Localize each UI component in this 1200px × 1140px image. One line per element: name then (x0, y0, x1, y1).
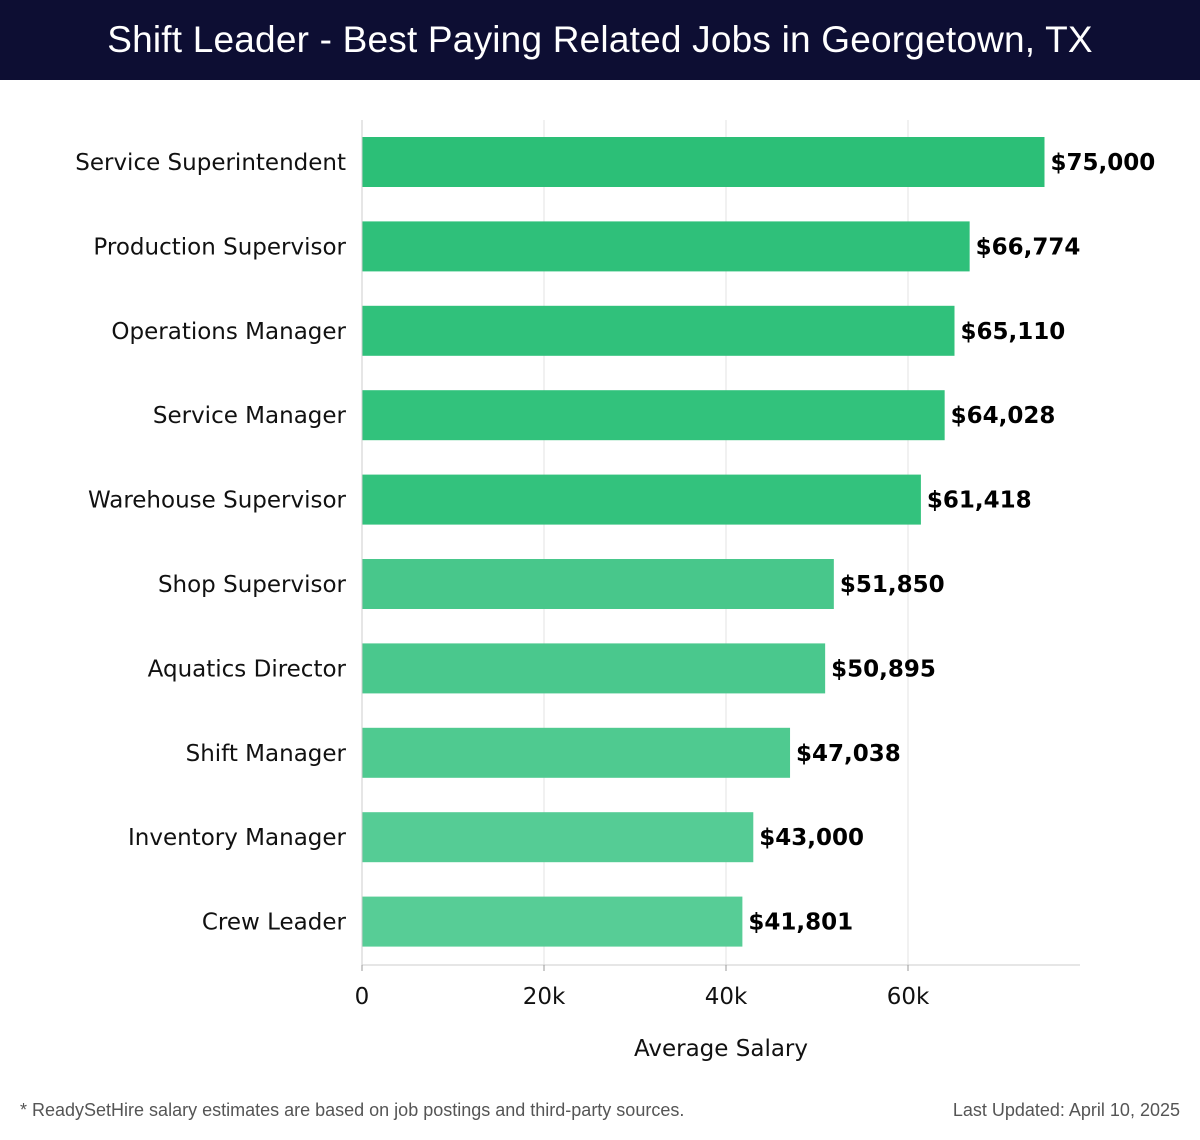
bar (362, 221, 970, 272)
bar (362, 305, 955, 356)
category-label: Warehouse Supervisor (88, 488, 347, 514)
bar (362, 559, 834, 609)
x-tick-label: 0 (355, 984, 370, 1010)
value-label: $43,000 (759, 825, 864, 851)
x-axis-title: Average Salary (634, 1036, 808, 1062)
value-label: $47,038 (796, 741, 901, 767)
category-label: Inventory Manager (128, 825, 347, 851)
category-label: Aquatics Director (148, 656, 347, 682)
bar (362, 137, 1045, 187)
x-tick-label: 40k (705, 984, 748, 1010)
value-label: $41,801 (748, 910, 853, 936)
category-label: Crew Leader (202, 910, 347, 936)
bar (362, 812, 754, 863)
last-updated: Last Updated: April 10, 2025 (952, 1100, 1180, 1120)
category-label: Shift Manager (186, 741, 347, 767)
bar (362, 643, 826, 694)
value-label: $51,850 (840, 572, 945, 598)
salary-bar-chart: Service Superintendent $75,000 Production … (75, 120, 1156, 1062)
value-label: $75,000 (1051, 150, 1156, 176)
value-label: $61,418 (927, 488, 1032, 514)
value-label: $64,028 (951, 403, 1056, 429)
bar (362, 896, 743, 947)
value-label: $50,895 (831, 656, 936, 682)
bar (362, 474, 921, 525)
bar (362, 727, 791, 778)
category-label: Service Manager (153, 403, 347, 429)
category-label: Service Superintendent (75, 150, 346, 176)
bar (362, 390, 945, 441)
chart-title: Shift Leader - Best Paying Related Jobs … (0, 0, 1200, 80)
value-label: $65,110 (961, 319, 1066, 345)
category-label: Operations Manager (111, 319, 346, 345)
value-label: $66,774 (976, 234, 1081, 260)
x-tick-label: 20k (523, 984, 566, 1010)
category-label: Production Supervisor (93, 234, 346, 260)
footnote: * ReadySetHire salary estimates are base… (20, 1100, 685, 1120)
category-label: Shop Supervisor (158, 572, 347, 598)
x-tick-label: 60k (887, 984, 930, 1010)
